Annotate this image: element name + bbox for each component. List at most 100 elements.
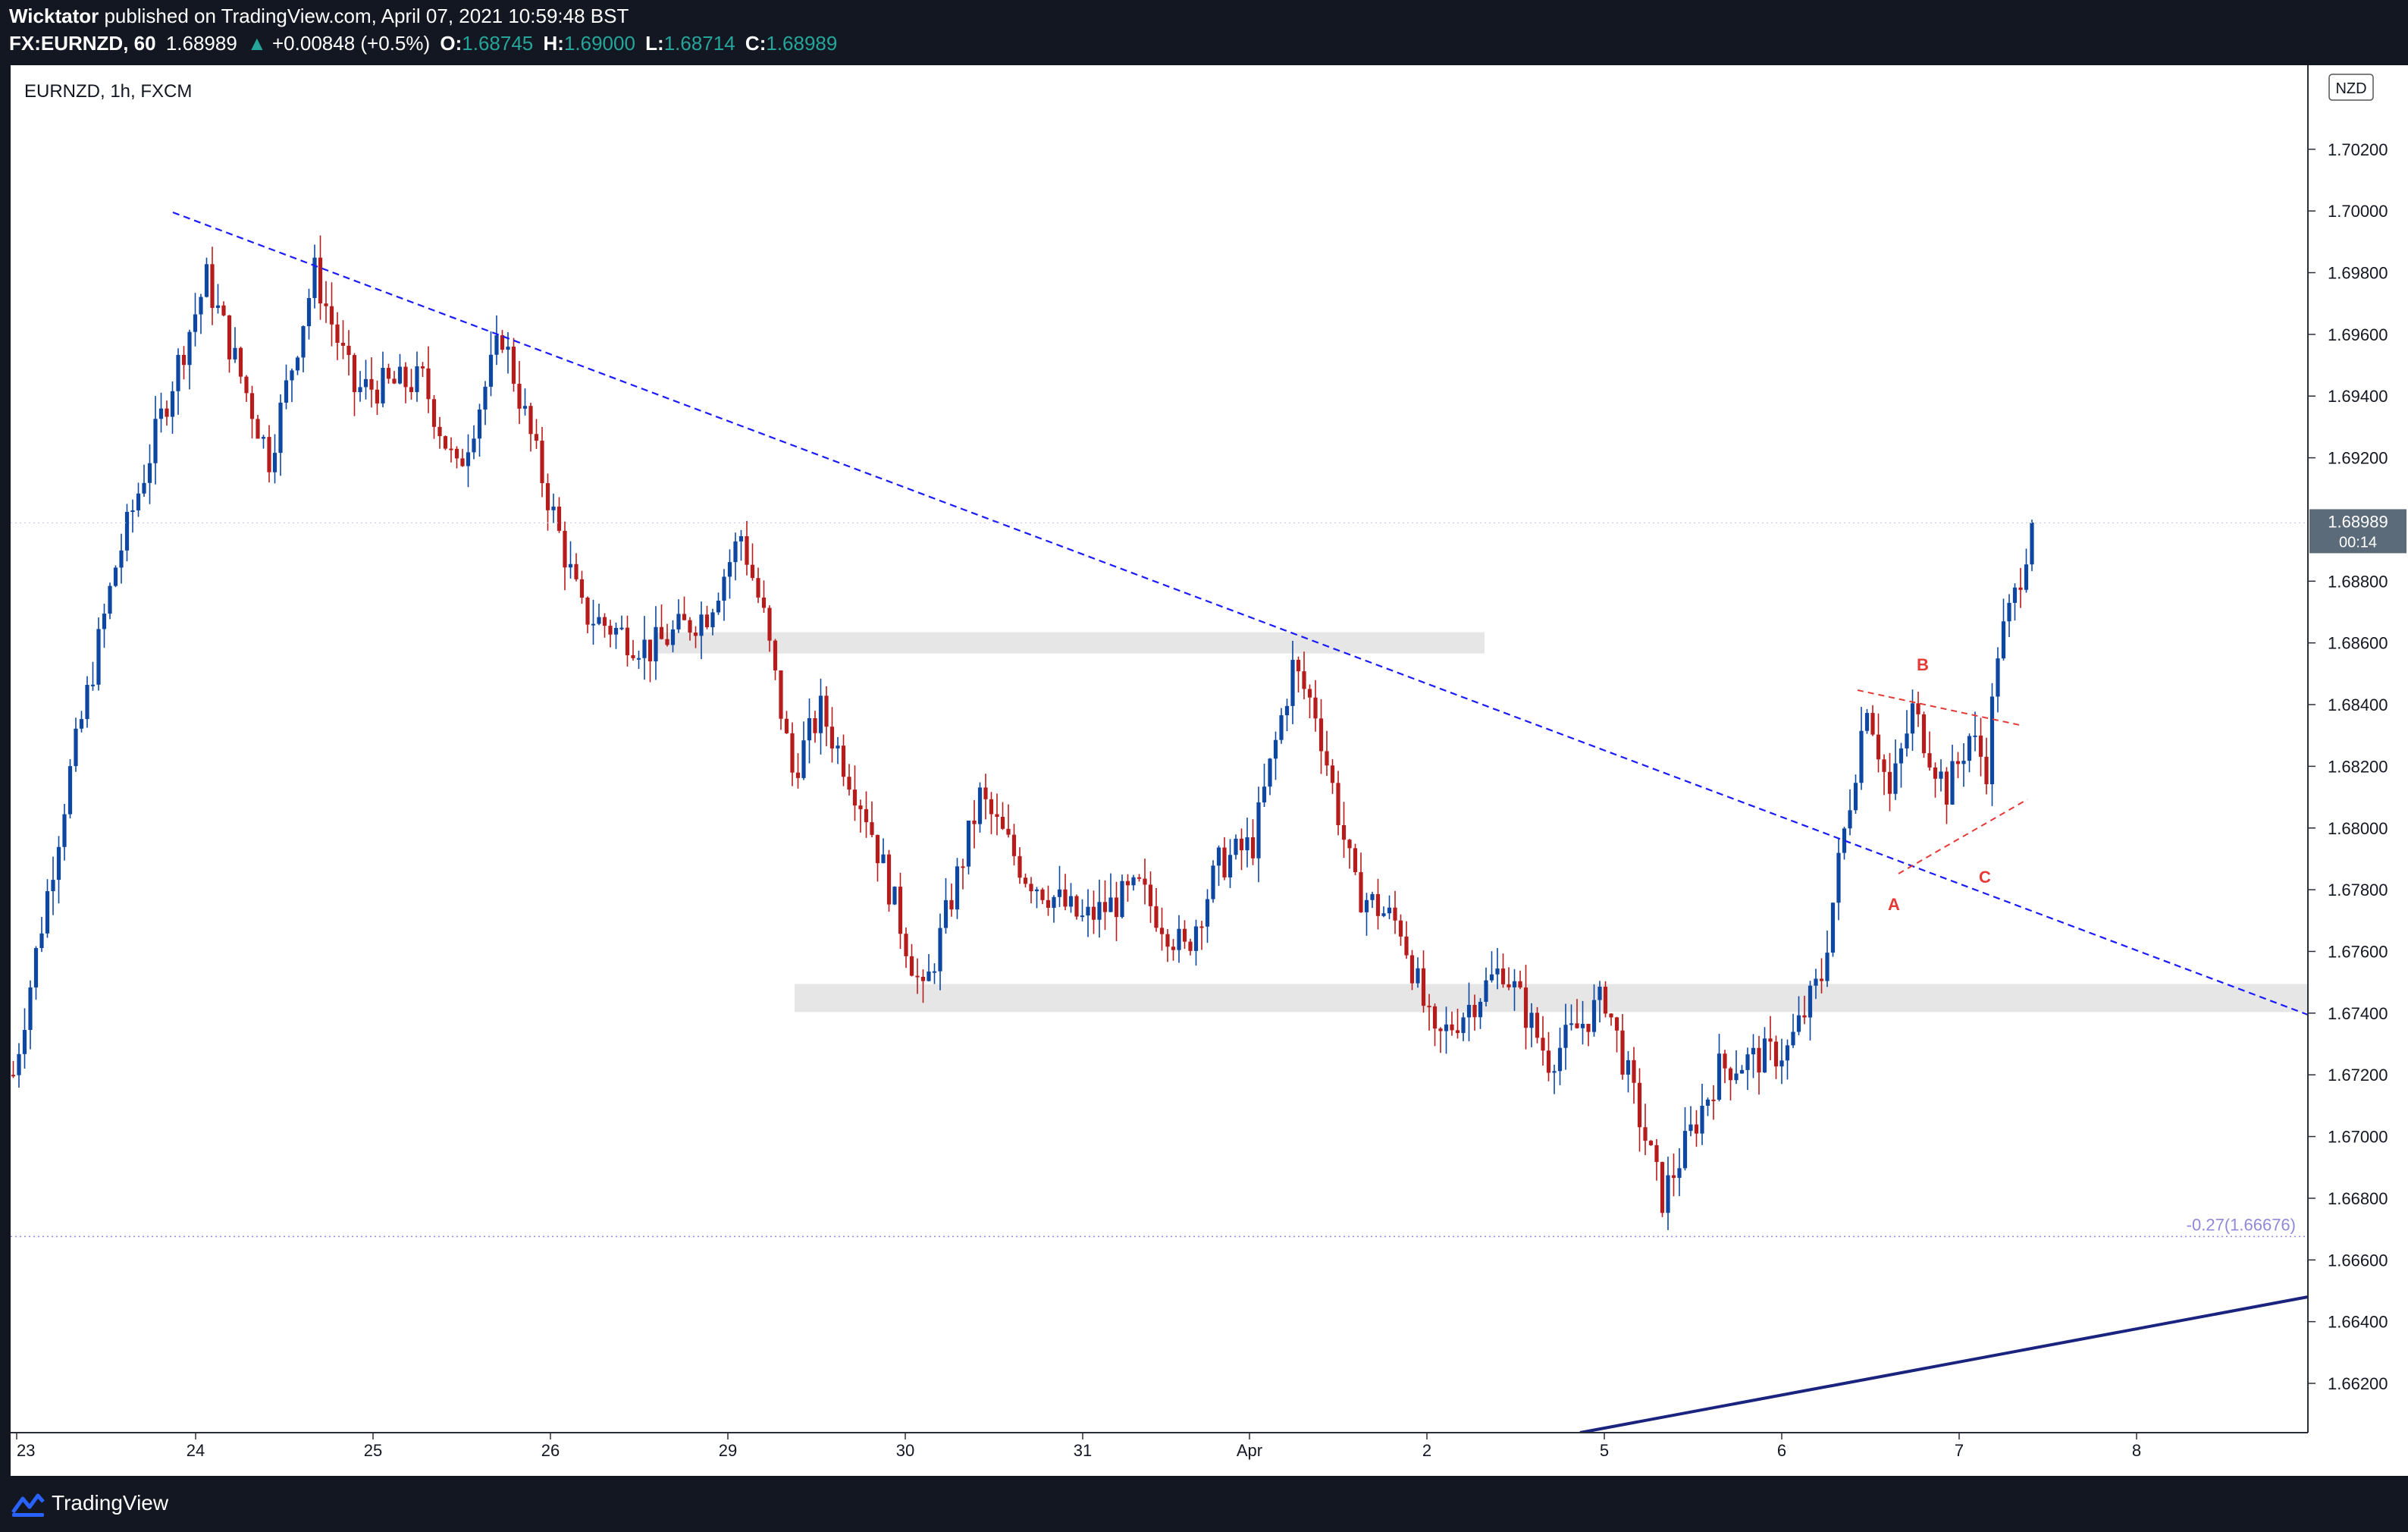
price-tick-label: 1.67000 xyxy=(2328,1128,2388,1147)
candle-body xyxy=(142,482,146,494)
candle-body xyxy=(875,834,880,864)
candle-body xyxy=(1262,786,1267,802)
price-tick-label: 1.68600 xyxy=(2328,634,2388,653)
tradingview-logo-icon xyxy=(11,1493,45,1517)
price-tick-label: 1.68200 xyxy=(2328,757,2388,776)
candle-body xyxy=(1825,953,1830,981)
candle-body xyxy=(1916,703,1920,714)
candle-body xyxy=(1950,761,1955,805)
candle-body xyxy=(1102,902,1108,912)
candle-body xyxy=(1450,1024,1454,1031)
last-price: 1.68989 xyxy=(165,32,237,55)
candle-body xyxy=(221,305,226,316)
time-tick-label: 24 xyxy=(187,1441,205,1460)
candle-body xyxy=(1609,1013,1613,1018)
candle-body xyxy=(881,854,886,864)
candle-body xyxy=(1364,899,1369,912)
candle-body xyxy=(1302,671,1306,689)
candle-body xyxy=(256,419,260,439)
candle-body xyxy=(147,463,152,483)
last-price-value: 1.68989 xyxy=(2328,512,2388,531)
candle-body xyxy=(33,948,39,987)
candle-body xyxy=(1347,840,1352,849)
candle-body xyxy=(1603,987,1608,1014)
candle-body xyxy=(1677,1168,1682,1179)
candle-body xyxy=(1978,735,1983,757)
time-tick-label: Apr xyxy=(1237,1441,1262,1460)
candle-body xyxy=(306,297,312,327)
candle-body xyxy=(1768,1038,1773,1042)
candle-body xyxy=(1478,1001,1483,1018)
candle-body xyxy=(1734,1073,1739,1081)
candle-body xyxy=(1108,897,1113,912)
candle-body xyxy=(1046,899,1051,908)
candle-body xyxy=(1154,906,1159,928)
candle-body xyxy=(1432,1006,1438,1029)
candle-body xyxy=(955,866,960,910)
candlestick-chart[interactable]: -0.27(1.66676)ABC 1.702001.700001.698001… xyxy=(11,65,2408,1476)
resistance-zone xyxy=(654,632,1485,654)
candle-body xyxy=(1632,1060,1636,1083)
candle-body xyxy=(1325,751,1329,766)
time-axis[interactable]: 23 24 25 26 29 30 31 Apr 2 5 6 7 8 xyxy=(16,1433,2141,1460)
candle-body xyxy=(1796,1015,1801,1032)
candle-body xyxy=(1802,1015,1807,1018)
chart-area[interactable]: -0.27(1.66676) A B C 1.70200 1.70000 1.69800 1… xyxy=(11,65,2408,1476)
candle-body xyxy=(1472,1005,1477,1018)
publish-header: Wicktator published on TradingView.com, … xyxy=(0,0,2408,65)
candle-body xyxy=(1444,1024,1449,1031)
candle-body xyxy=(1017,855,1022,878)
candle-body xyxy=(722,576,726,601)
candle-body xyxy=(1819,978,1824,981)
author-name[interactable]: Wicktator xyxy=(9,5,99,27)
fib-level-label: -0.27(1.66676) xyxy=(2187,1215,2296,1234)
candle-body xyxy=(227,315,232,359)
up-arrow-icon: ▲ xyxy=(247,32,267,55)
candle-body xyxy=(1006,828,1011,835)
candle-body xyxy=(130,510,135,512)
candle-body xyxy=(249,393,255,419)
candle-body xyxy=(585,598,590,625)
time-tick-label: 25 xyxy=(364,1441,382,1460)
candle-body xyxy=(983,787,988,799)
candle-body xyxy=(704,614,710,628)
candle-body xyxy=(1250,837,1256,859)
candle-body xyxy=(267,437,271,472)
candle-body xyxy=(158,408,164,419)
candle-body xyxy=(1739,1069,1745,1074)
candle-body xyxy=(852,790,858,806)
candle-body xyxy=(28,987,33,1031)
candle-body xyxy=(193,314,198,332)
candle-body xyxy=(67,766,73,815)
candle-body xyxy=(1296,660,1301,672)
candle-body xyxy=(392,378,397,384)
price-tick-label: 1.69800 xyxy=(2328,264,2388,283)
candle-body xyxy=(688,620,692,633)
candle-body xyxy=(1859,730,1864,783)
candle-body xyxy=(1876,734,1881,760)
candle-body xyxy=(113,567,118,586)
candle-body xyxy=(1933,767,1938,779)
candle-body xyxy=(915,975,920,978)
candle-body xyxy=(466,452,471,466)
candle-body xyxy=(745,536,749,565)
candle-body xyxy=(96,629,101,685)
candle-body xyxy=(102,614,107,629)
price-tick-label: 1.67600 xyxy=(2328,942,2388,961)
candle-body xyxy=(329,306,334,325)
candle-body xyxy=(312,257,317,298)
price-axis[interactable]: 1.70200 1.70000 1.69800 1.69600 1.69400 1.692… xyxy=(2308,140,2406,1393)
candle-body xyxy=(995,814,999,818)
candle-body xyxy=(818,695,823,733)
time-tick-label: 31 xyxy=(1074,1441,1092,1460)
candle-body xyxy=(1177,928,1181,950)
candle-body xyxy=(534,434,539,441)
candle-body xyxy=(1216,847,1221,866)
high-label: H: xyxy=(543,32,564,55)
candle-body xyxy=(636,658,641,660)
candle-body xyxy=(738,536,744,542)
candle-body xyxy=(545,483,550,510)
candle-body xyxy=(1785,1045,1790,1061)
candle-body xyxy=(716,601,721,613)
price-change: +0.00848 (+0.5%) xyxy=(272,32,431,55)
